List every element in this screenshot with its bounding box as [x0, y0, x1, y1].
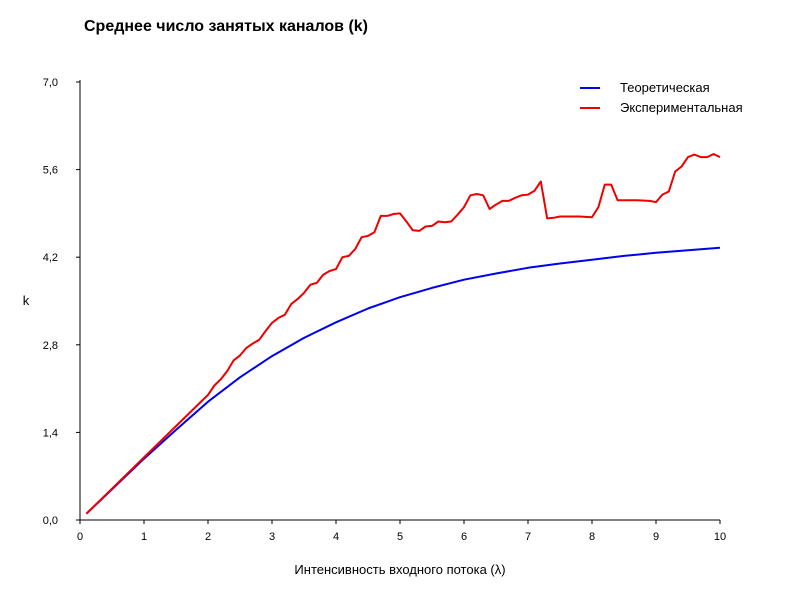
legend-label: Теоретическая: [620, 80, 710, 95]
chart-title: Среднее число занятых каналов (k): [84, 18, 368, 35]
y-axis-ticks: 0,0 1,4 2,8 4,2 5,6 7,0: [43, 77, 80, 527]
y-axis-label: k: [23, 293, 30, 308]
y-tick-label: 4,2: [43, 252, 58, 264]
x-tick-label: 0: [77, 531, 83, 543]
x-tick-label: 9: [653, 531, 659, 543]
x-tick-label: 5: [397, 531, 403, 543]
x-tick-label: 8: [589, 531, 595, 543]
x-axis-label: Интенсивность входного потока (λ): [294, 562, 505, 577]
x-tick-label: 2: [205, 531, 211, 543]
y-tick-label: 2,8: [43, 340, 58, 352]
series-line-theoretical: [85, 246, 721, 515]
series-layer: [85, 153, 721, 515]
legend-label: Экспериментальная: [620, 100, 743, 115]
axes: [79, 80, 720, 521]
x-tick-label: 6: [461, 531, 467, 543]
x-tick-label: 10: [714, 531, 726, 543]
y-tick-label: 1,4: [43, 427, 58, 439]
x-axis-ticks: 0 1 2 3 4 5 6 7 8 9 10: [77, 520, 726, 543]
x-tick-label: 7: [525, 531, 531, 543]
legend: Теоретическая Экспериментальная: [580, 80, 743, 115]
x-tick-label: 3: [269, 531, 275, 543]
y-tick-label: 0,0: [43, 515, 58, 527]
x-tick-label: 1: [141, 531, 147, 543]
series-line-experimental: [85, 153, 721, 515]
x-tick-label: 4: [333, 531, 339, 543]
y-tick-label: 5,6: [43, 165, 58, 177]
y-tick-label: 7,0: [43, 77, 58, 89]
